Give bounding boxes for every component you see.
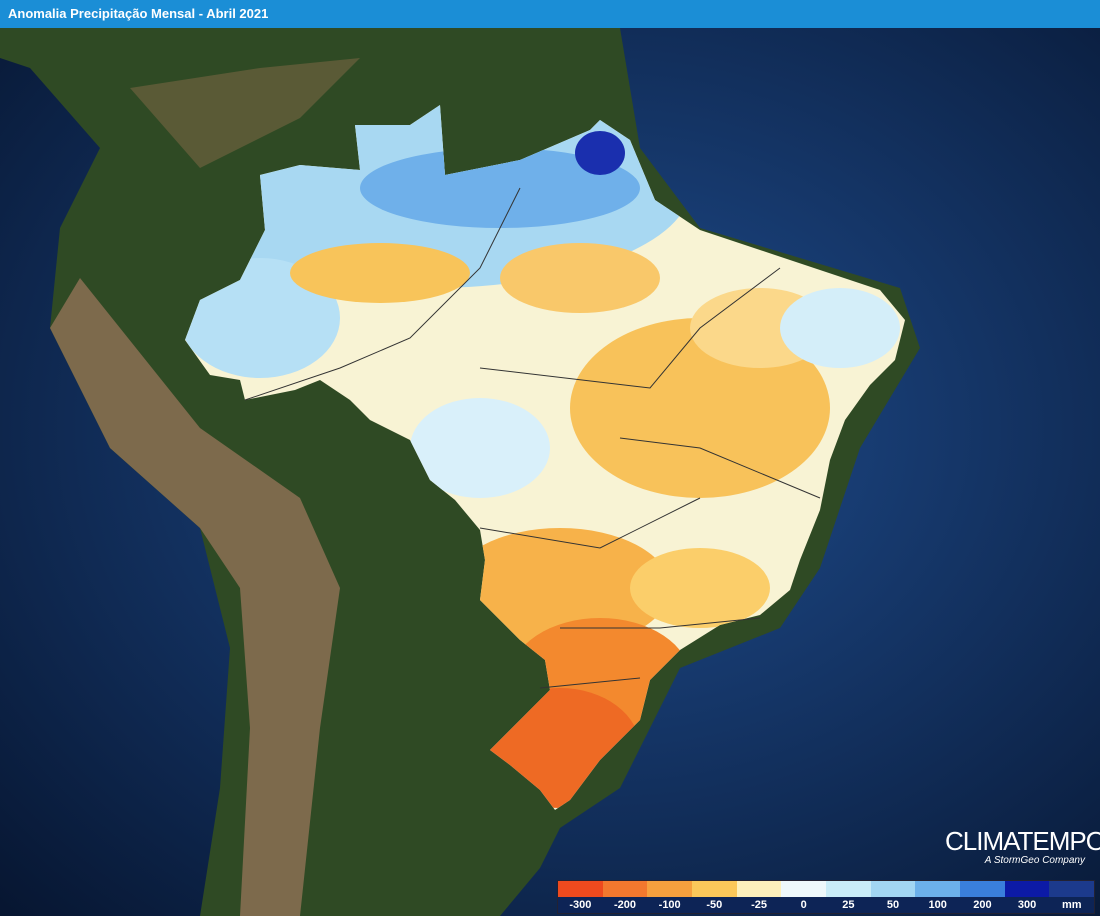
- legend-label: -100: [647, 897, 693, 913]
- legend-item: -300: [558, 881, 603, 913]
- legend-swatch: [1049, 881, 1095, 897]
- legend-item: 100: [915, 881, 961, 913]
- legend-swatch: [826, 881, 871, 897]
- state-borders: [244, 187, 821, 689]
- legend: -300 -200 -100 -50 -25 0 25 50 100 200 300 mm: [557, 880, 1095, 914]
- logo-name: CLIMATEMPO: [945, 826, 1100, 856]
- legend-swatch: [870, 881, 916, 897]
- legend-item: 50: [870, 881, 916, 913]
- legend-item: 25: [826, 881, 871, 913]
- legend-item: 300: [1004, 881, 1050, 913]
- legend-swatch: [1004, 881, 1050, 897]
- legend-label: -50: [692, 897, 737, 913]
- title-bar: Anomalia Precipitação Mensal - Abril 202…: [0, 0, 1100, 28]
- legend-label: 25: [826, 897, 871, 913]
- andes: [50, 278, 340, 916]
- legend-swatch: [915, 881, 961, 897]
- legend-label: -200: [602, 897, 648, 913]
- map: [0, 28, 1100, 916]
- legend-swatch: [602, 881, 648, 897]
- legend-label: 200: [960, 897, 1005, 913]
- legend-swatch: [692, 881, 737, 897]
- legend-swatch: [781, 881, 827, 897]
- title: Anomalia Precipitação Mensal - Abril 202…: [8, 6, 269, 21]
- legend-label: 100: [915, 897, 961, 913]
- legend-swatch: [558, 881, 603, 897]
- legend-item: -200: [602, 881, 648, 913]
- legend-swatch: [960, 881, 1005, 897]
- legend-item: 200: [960, 881, 1005, 913]
- legend-label: 0: [781, 897, 827, 913]
- logo-tagline: A StormGeo Company: [984, 855, 1085, 866]
- legend-item: -25: [736, 881, 782, 913]
- legend-unit: mm: [1049, 881, 1095, 913]
- legend-swatch: [647, 881, 693, 897]
- legend-swatch: [736, 881, 782, 897]
- legend-label: -25: [736, 897, 782, 913]
- legend-label: -300: [558, 897, 603, 913]
- legend-unit-label: mm: [1049, 897, 1095, 913]
- logo: CLIMATEMPO A StormGeo Company: [945, 826, 1100, 866]
- legend-label: 300: [1004, 897, 1050, 913]
- legend-item: -50: [692, 881, 737, 913]
- legend-item: 0: [781, 881, 827, 913]
- legend-label: 50: [870, 897, 916, 913]
- legend-item: -100: [647, 881, 693, 913]
- llanos: [130, 58, 360, 168]
